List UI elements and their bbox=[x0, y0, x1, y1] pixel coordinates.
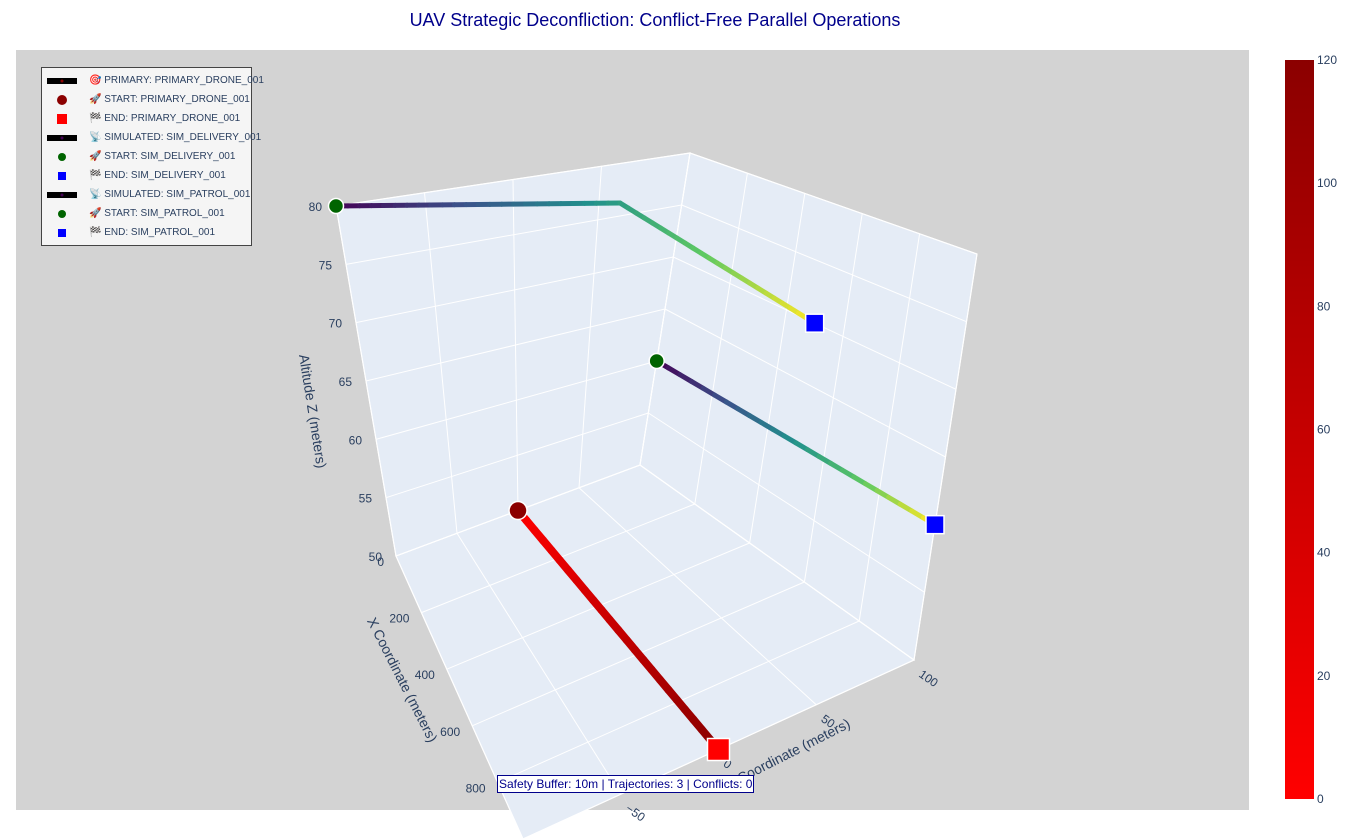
legend-item[interactable]: 🏁 END: SIM_PATROL_001 bbox=[42, 223, 251, 242]
line-swatch-icon bbox=[45, 185, 85, 204]
colorbar-tick-label: 20 bbox=[1317, 669, 1331, 683]
legend-item[interactable]: 🎯 PRIMARY: PRIMARY_DRONE_001 bbox=[42, 71, 264, 90]
legend-label: 🏁 END: SIM_DELIVERY_001 bbox=[89, 170, 226, 181]
z-tick-label: 55 bbox=[359, 492, 373, 506]
end-marker-SIM_DELIVERY_001 bbox=[804, 313, 825, 333]
legend-label: 🚀 START: SIM_DELIVERY_001 bbox=[89, 151, 236, 162]
colorbar-tick-label: 0 bbox=[1317, 792, 1324, 806]
line-swatch-icon bbox=[45, 128, 85, 147]
colorbar-tick-label: 60 bbox=[1317, 423, 1331, 437]
square-swatch-icon bbox=[45, 166, 85, 185]
legend-label: 🎯 PRIMARY: PRIMARY_DRONE_001 bbox=[89, 75, 264, 86]
legend-label: 🚀 START: SIM_PATROL_001 bbox=[89, 208, 225, 219]
legend-label: 📡 SIMULATED: SIM_PATROL_001 bbox=[89, 189, 251, 200]
z-tick-label: 65 bbox=[339, 375, 353, 389]
gridline-z bbox=[639, 464, 915, 661]
legend-item[interactable]: 🚀 START: SIM_DELIVERY_001 bbox=[42, 147, 251, 166]
x-tick-label: 800 bbox=[466, 781, 486, 795]
gridline-z bbox=[664, 308, 946, 458]
legend-item[interactable]: 🚀 START: SIM_PATROL_001 bbox=[42, 204, 251, 223]
colorbar-scale bbox=[1285, 60, 1314, 799]
legend-item[interactable]: 🏁 END: SIM_DELIVERY_001 bbox=[42, 166, 251, 185]
circle-swatch-icon bbox=[45, 204, 85, 223]
z-tick-label: 70 bbox=[329, 317, 343, 331]
gridline-z bbox=[648, 412, 925, 593]
legend-label: 🏁 END: PRIMARY_DRONE_001 bbox=[89, 113, 241, 124]
colorbar-tick-label: 40 bbox=[1317, 546, 1331, 560]
gridline-y bbox=[456, 532, 622, 795]
z-tick-label: 50 bbox=[369, 550, 383, 564]
legend-item[interactable]: 📡 SIMULATED: SIM_DELIVERY_001 bbox=[42, 128, 261, 147]
circle-swatch-icon bbox=[45, 147, 85, 166]
gridline-z bbox=[681, 204, 967, 323]
colorbar-tick-label: 120 bbox=[1317, 53, 1337, 67]
gridline-z bbox=[689, 152, 978, 255]
legend-label: 🚀 START: PRIMARY_DRONE_001 bbox=[89, 94, 250, 105]
legend-item[interactable]: 📡 SIMULATED: SIM_PATROL_001 bbox=[42, 185, 251, 204]
colorbar-tick-label: 80 bbox=[1317, 299, 1331, 313]
gridline-z bbox=[335, 152, 691, 207]
gridline-z bbox=[375, 360, 657, 440]
start-marker-PRIMARY_DRONE_001 bbox=[508, 500, 528, 521]
line-swatch-icon bbox=[45, 71, 85, 90]
gridline-z bbox=[385, 412, 649, 499]
x-tick-label: 0 bbox=[377, 555, 384, 569]
legend-label: 📡 SIMULATED: SIM_DELIVERY_001 bbox=[89, 132, 262, 143]
legend-item[interactable]: 🚀 START: PRIMARY_DRONE_001 bbox=[42, 90, 251, 109]
z-tick-label: 80 bbox=[309, 200, 323, 214]
colorbar: 0 20 40 60 80 100 120 bbox=[1285, 53, 1337, 806]
legend-item[interactable]: 🏁 END: PRIMARY_DRONE_001 bbox=[42, 109, 251, 128]
end-marker-PRIMARY_DRONE_001 bbox=[706, 737, 731, 762]
end-marker-SIM_PATROL_001 bbox=[925, 514, 945, 535]
gridline-z bbox=[345, 204, 682, 265]
square-swatch-icon bbox=[45, 223, 85, 242]
gridline-z bbox=[355, 256, 674, 324]
square-swatch-icon bbox=[45, 109, 85, 128]
legend-label: 🏁 END: SIM_PATROL_001 bbox=[89, 227, 216, 238]
start-marker-SIM_PATROL_001 bbox=[648, 352, 665, 370]
start-marker-SIM_DELIVERY_001 bbox=[327, 197, 345, 215]
x-tick-label: 400 bbox=[415, 668, 435, 682]
scene-3d: 5055606570758002004006008001000−100−5005… bbox=[296, 152, 978, 839]
z-tick-label: 60 bbox=[349, 433, 363, 447]
z-tick-label: 75 bbox=[319, 258, 333, 272]
colorbar-tick-label: 100 bbox=[1317, 176, 1337, 190]
gridline-z bbox=[365, 308, 666, 382]
info-box: Safety Buffer: 10m | Trajectories: 3 | C… bbox=[497, 775, 755, 793]
gridline-y bbox=[578, 487, 817, 706]
x-tick-label: 200 bbox=[389, 612, 409, 626]
legend[interactable]: 🎯 PRIMARY: PRIMARY_DRONE_001 🚀 START: PRI… bbox=[41, 67, 264, 246]
circle-swatch-icon bbox=[45, 90, 85, 109]
x-tick-label: 600 bbox=[440, 725, 460, 739]
chart-title: UAV Strategic Deconfliction: Conflict-Fr… bbox=[409, 10, 901, 30]
